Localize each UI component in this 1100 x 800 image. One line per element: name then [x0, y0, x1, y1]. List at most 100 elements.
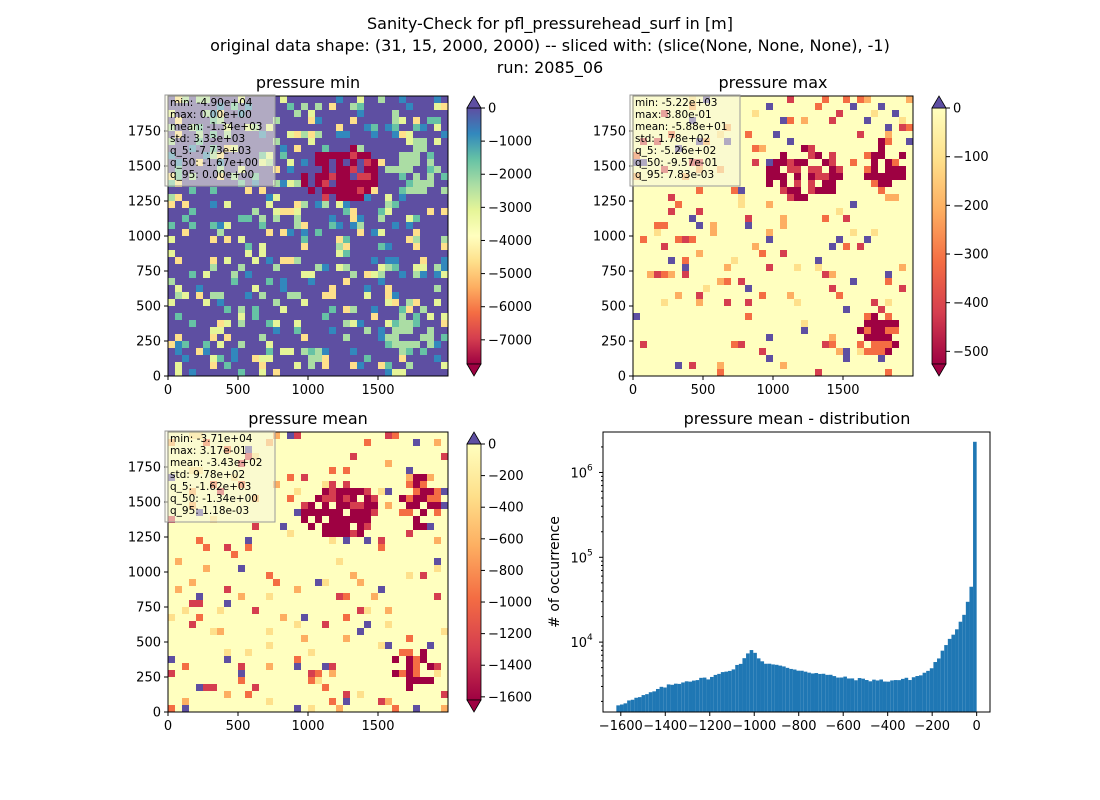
map-pixel-cluster: [413, 677, 420, 684]
map-pixel-cluster: [259, 355, 266, 362]
map-pixel-cluster: [787, 180, 794, 187]
map-pixel-cluster: [329, 103, 336, 110]
map-pixel-cluster: [427, 362, 434, 369]
map-pixel-cluster: [196, 229, 203, 236]
map-pixel-cluster: [434, 285, 441, 292]
map-pixel-cluster: [654, 229, 661, 236]
map-pixel-cluster: [878, 341, 885, 348]
map-pixel-cluster: [371, 362, 378, 369]
map-pixel-cluster: [717, 264, 724, 271]
y-tick-label: 1000: [593, 230, 626, 245]
histogram-bar: [742, 658, 747, 712]
map-pixel-cluster: [766, 117, 773, 124]
map-pixel-cluster: [189, 208, 196, 215]
map-pixel-cluster: [357, 516, 364, 523]
map-pixel-cluster: [427, 705, 434, 712]
map-pixel-cluster: [343, 145, 350, 152]
map-pixel-cluster: [294, 705, 301, 712]
map-pixel-cluster: [850, 362, 857, 369]
map-pixel-cluster: [696, 250, 703, 257]
map-pixel-cluster: [301, 96, 308, 103]
map-pixel-cluster: [266, 698, 273, 705]
map-pixel-cluster: [892, 173, 899, 180]
map-pixel-cluster: [661, 222, 668, 229]
map-pixel-cluster: [766, 236, 773, 243]
x-tick-label: −1400: [643, 719, 687, 734]
histogram-bar: [659, 686, 664, 712]
map-pixel-cluster: [301, 691, 308, 698]
map-pixel-cluster: [899, 152, 906, 159]
map-pixel-cluster: [441, 131, 448, 138]
map-pixel-cluster: [350, 488, 357, 495]
map-pixel-cluster: [385, 698, 392, 705]
map-pixel-cluster: [196, 684, 203, 691]
map-pixel-cluster: [280, 537, 287, 544]
map-pixel-cluster: [182, 215, 189, 222]
map-pixel-cluster: [745, 173, 752, 180]
colorbar-tick-label: −200: [953, 199, 989, 214]
map-pixel-cluster: [343, 131, 350, 138]
map-pixel-cluster: [329, 285, 336, 292]
map-pixel-cluster: [273, 369, 280, 376]
map-pixel-cluster: [329, 698, 336, 705]
map-pixel-cluster: [189, 600, 196, 607]
map-pixel-cluster: [392, 124, 399, 131]
map-pixel-cluster: [287, 530, 294, 537]
map-pixel-cluster: [871, 208, 878, 215]
map-pixel-cluster: [217, 299, 224, 306]
map-pixel-cluster: [717, 306, 724, 313]
map-pixel-cluster: [857, 131, 864, 138]
map-pixel-cluster: [843, 306, 850, 313]
map-pixel-cluster: [787, 110, 794, 117]
map-pixel-cluster: [885, 348, 892, 355]
map-pixel-cluster: [399, 649, 406, 656]
map-pixel-cluster: [371, 306, 378, 313]
map-pixel-cluster: [434, 670, 441, 677]
histogram-bar: [627, 700, 631, 712]
map-pixel-cluster: [301, 460, 308, 467]
histogram-bar: [919, 675, 923, 712]
map-pixel-cluster: [434, 215, 441, 222]
map-pixel-cluster: [322, 488, 329, 495]
map-pixel-cluster: [794, 152, 801, 159]
map-pixel-cluster: [196, 565, 203, 572]
map-pixel-cluster: [766, 103, 773, 110]
map-pixel-cluster: [245, 327, 252, 334]
map-pixel-cluster: [252, 313, 259, 320]
map-pixel-cluster: [413, 481, 420, 488]
map-pixel-cluster: [231, 313, 238, 320]
colorbar: 0−1000−2000−3000−4000−5000−6000−7000: [466, 95, 532, 377]
map-pixel-cluster: [731, 257, 738, 264]
map-pixel-cluster: [273, 481, 280, 488]
map-pixel-cluster: [406, 327, 413, 334]
map-pixel-cluster: [364, 124, 371, 131]
map-pixel-cluster: [238, 369, 245, 376]
map-pixel-cluster: [787, 208, 794, 215]
map-pixel-cluster: [420, 187, 427, 194]
map-pixel-cluster: [759, 96, 766, 103]
map-pixel-cluster: [420, 495, 427, 502]
map-pixel-cluster: [280, 145, 287, 152]
map-pixel-cluster: [766, 334, 773, 341]
map-pixel-cluster: [315, 495, 322, 502]
y-tick-label: 1750: [593, 125, 626, 140]
map-pixel-cluster: [406, 222, 413, 229]
map-pixel-cluster: [273, 187, 280, 194]
map-pixel-cluster: [196, 691, 203, 698]
map-pixel-cluster: [266, 628, 273, 635]
map-pixel-cluster: [420, 439, 427, 446]
map-pixel-cluster: [385, 257, 392, 264]
map-pixel-cluster: [801, 222, 808, 229]
map-pixel-cluster: [773, 138, 780, 145]
histogram-bar: [720, 672, 725, 712]
map-pixel-cluster: [406, 362, 413, 369]
map-pixel-cluster: [231, 243, 238, 250]
histogram-bar: [760, 661, 765, 712]
map-pixel-cluster: [378, 362, 385, 369]
map-pixel-cluster: [294, 621, 301, 628]
histogram-bar: [749, 650, 754, 712]
map-pixel-cluster: [182, 264, 189, 271]
map-pixel-cluster: [308, 159, 315, 166]
map-pixel-cluster: [252, 642, 259, 649]
